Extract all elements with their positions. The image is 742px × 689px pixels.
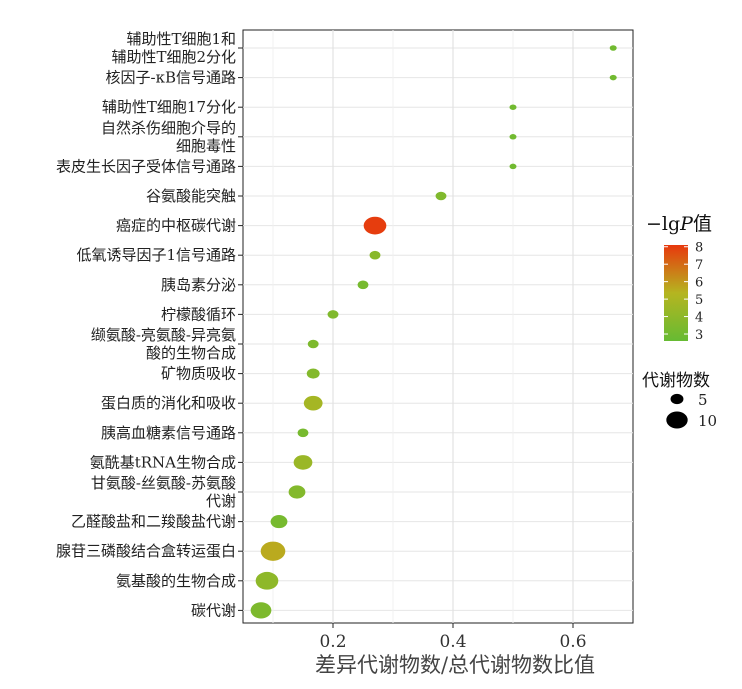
category-label: 矿物质吸收 [161,365,236,383]
category-label: 氨基酸的生物合成 [116,572,236,590]
category-label: 核因子-κB信号通路 [106,69,236,87]
size-legend-dot [666,411,688,429]
category-label: 辅助性T细胞1和 [126,30,236,48]
color-tick-label: 6 [695,276,703,291]
category-label: 酸的生物合成 [146,344,236,362]
data-point [509,134,517,140]
color-tick-label: 8 [695,241,703,256]
data-point [609,74,617,81]
category-label: 胰高血糖素信号通路 [101,424,236,442]
data-point [435,191,447,201]
x-tick-label: 0.4 [439,632,466,652]
color-legend-title: −lgP值 [646,213,712,235]
category-label: 辅助性T细胞17分化 [102,98,236,116]
data-point [255,571,279,590]
color-tick-label: 7 [695,258,703,273]
data-point [369,250,381,260]
category-label: 辅助性T细胞2分化 [111,48,236,66]
category-label: 代谢 [206,492,236,510]
category-label: 腺苷三磷酸结合盒转运蛋白 [56,542,236,560]
data-point [303,395,323,411]
category-label: 乙醛酸盐和二羧酸盐代谢 [71,513,236,531]
category-label: 甘氨酸-丝氨酸-苏氨酸 [91,474,236,492]
data-point [288,485,306,499]
data-point [260,541,286,561]
data-point [509,163,517,170]
data-point [609,45,617,51]
plot-panel [242,29,634,624]
color-legend-title-italic: P [679,213,694,235]
color-tick-label: 3 [695,328,703,343]
category-labels: 辅助性T细胞1和辅助性T细胞2分化核因子-κB信号通路辅助性T细胞17分化自然杀… [56,30,243,619]
x-tick-label: 0.2 [319,632,346,652]
size-legend-title: 代谢物数 [642,371,710,391]
category-label: 自然杀伤细胞介导的 [101,119,236,137]
category-label: 碳代谢 [191,601,236,619]
category-label: 细胞毒性 [176,137,236,155]
size-legend-dot [670,393,684,405]
data-point [327,310,339,319]
category-label: 氨酰基tRNA生物合成 [90,453,236,471]
size-legend-label: 10 [698,412,717,430]
category-label: 癌症的中枢碳代谢 [116,217,236,235]
category-label: 谷氨酸能突触 [146,187,236,205]
color-legend-bar [664,245,688,341]
size-legend-entries: 510 [666,391,717,430]
color-legend-ticks: 8 7 6 5 4 3 [664,241,703,343]
category-label: 柠檬酸循环 [161,305,236,323]
data-point [250,602,272,619]
color-legend-title-suffix: 值 [693,213,712,235]
category-label: 表皮生长因子受体信号通路 [56,157,236,175]
category-label: 蛋白质的消化和吸收 [101,394,236,412]
x-axis-title: 差异代谢物数/总代谢物数比值 [315,653,595,677]
color-tick-label: 5 [695,293,703,308]
category-label: 胰岛素分泌 [161,276,236,294]
data-points [250,45,617,619]
data-point [357,280,369,290]
data-point [307,339,319,349]
category-label: 低氧诱导因子1信号通路 [76,246,236,264]
data-point [297,428,309,438]
size-legend-label: 5 [698,391,708,409]
color-tick-label: 4 [695,311,703,326]
color-legend-title-prefix: −lg [646,213,680,235]
data-point [363,216,387,235]
data-point [306,368,320,379]
data-point [509,104,517,110]
data-point [293,455,313,470]
data-point [270,515,288,529]
category-label: 缬氨酸-亮氨酸-异亮氨 [91,326,236,344]
x-tick-label: 0.6 [559,632,586,652]
x-axis-ticks: 0.2 0.4 0.6 [319,623,587,652]
